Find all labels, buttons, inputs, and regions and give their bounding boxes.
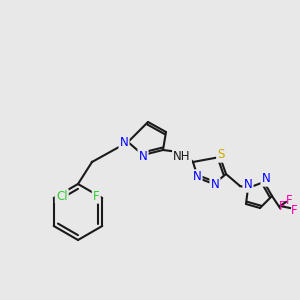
Text: N: N: [193, 170, 201, 184]
Text: F: F: [291, 203, 297, 217]
Text: F: F: [279, 200, 285, 212]
Text: N: N: [211, 178, 219, 191]
Text: N: N: [120, 136, 128, 148]
Text: NH: NH: [173, 149, 191, 163]
Text: S: S: [217, 148, 225, 161]
Text: Cl: Cl: [56, 190, 68, 202]
Text: N: N: [244, 178, 252, 191]
Text: F: F: [286, 194, 292, 206]
Text: N: N: [262, 172, 270, 185]
Text: F: F: [93, 190, 100, 202]
Text: N: N: [139, 149, 147, 163]
